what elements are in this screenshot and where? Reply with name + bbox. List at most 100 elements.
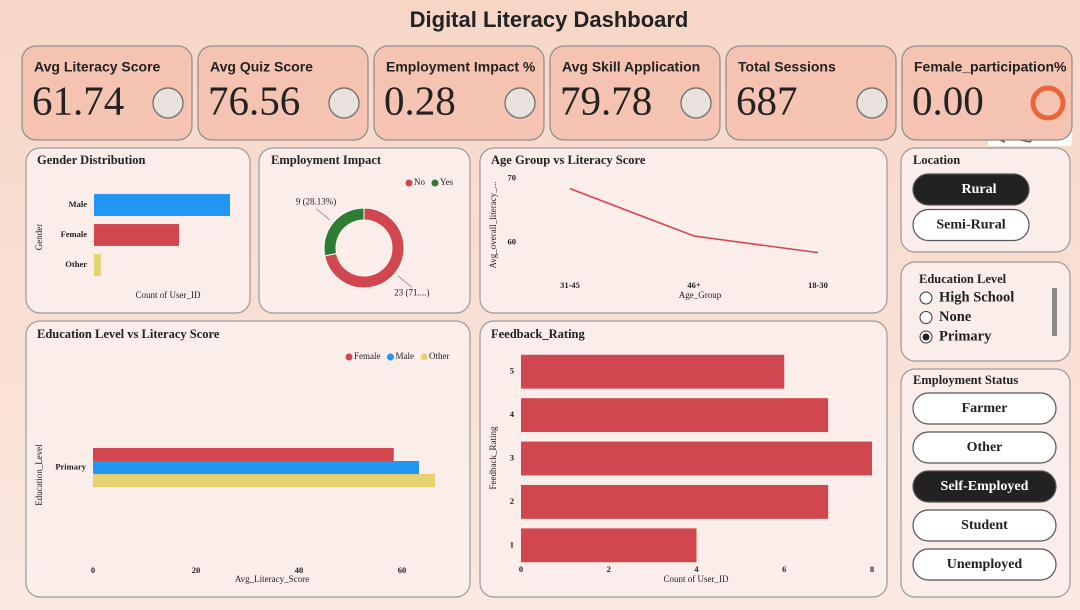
x-axis-label: Age_Group: [679, 290, 722, 300]
y-axis-label: Education_Level: [34, 444, 44, 506]
slicer-button[interactable]: [912, 470, 1057, 503]
kpi-label: Total Sessions: [738, 59, 836, 75]
kpi-value: 79.78: [560, 77, 652, 123]
kpi-card: [197, 45, 369, 141]
x-tick-label: 60: [398, 565, 407, 575]
kpi-icon: [1030, 85, 1066, 121]
y-tick-label: Male: [69, 199, 88, 209]
y-tick-label: 5: [510, 366, 514, 376]
slicer-button[interactable]: [912, 208, 1030, 242]
chart-title: Employment Impact: [271, 153, 382, 167]
y-tick-label: 70: [508, 172, 517, 182]
legend-label: No: [414, 177, 425, 187]
leader-line: [397, 275, 413, 288]
bar: [521, 354, 785, 389]
kpi-card: [21, 45, 193, 141]
radio-button[interactable]: [919, 311, 933, 324]
slicer-item[interactable]: Other: [967, 440, 1003, 455]
legend-swatch: [420, 353, 428, 361]
slicer-item[interactable]: High School: [939, 289, 1014, 305]
x-tick-label: 18-30: [808, 280, 828, 290]
y-axis-label: Avg_overall_literacy_...: [488, 181, 498, 268]
kpi-label: Avg Quiz Score: [210, 59, 313, 75]
legend-swatch: [345, 353, 353, 361]
slicer-item[interactable]: Student: [961, 518, 1008, 533]
legend-swatch: [431, 179, 439, 187]
y-tick-label: Other: [65, 259, 87, 269]
slicer-title: Employment Status: [913, 373, 1018, 387]
panel: [479, 147, 888, 314]
chart-title: Education Level vs Literacy Score: [37, 327, 220, 341]
slicer-item[interactable]: Farmer: [962, 401, 1008, 416]
slicer-title: Education Level: [919, 272, 1007, 286]
chart-title: Gender Distribution: [37, 153, 146, 167]
kpi-label: Avg Skill Application: [562, 59, 700, 75]
x-axis-label: Count of User_ID: [136, 290, 201, 300]
slicer-title: Location: [913, 153, 960, 167]
y-tick-label: Primary: [55, 461, 86, 471]
y-tick-label: 2: [510, 496, 514, 506]
bar: [94, 194, 230, 216]
bar: [521, 528, 697, 563]
legend-swatch: [405, 179, 413, 187]
dashboard-title: Digital Literacy Dashboard: [410, 7, 689, 32]
y-axis-label: Feedback_Rating: [488, 426, 498, 489]
slicer-item[interactable]: Self-Employed: [941, 479, 1029, 494]
x-axis-label: Count of User_ID: [664, 574, 729, 584]
slicer-button[interactable]: [912, 173, 1030, 206]
legend-label: Male: [396, 351, 415, 361]
legend-label: Other: [429, 351, 450, 361]
kpi-card: [725, 45, 897, 141]
slicer-button[interactable]: [912, 548, 1057, 581]
y-tick-label: 1: [510, 539, 514, 549]
x-tick-label: 6: [782, 564, 786, 574]
x-tick-label: 0: [91, 565, 95, 575]
x-tick-label: 20: [192, 565, 201, 575]
bar: [93, 461, 419, 474]
panel: [900, 261, 1071, 362]
x-tick-label: 40: [295, 565, 304, 575]
y-tick-label: 3: [510, 452, 514, 462]
chart-title: Feedback_Rating: [491, 327, 586, 341]
slicer-item[interactable]: Rural: [962, 182, 997, 197]
panel: [258, 147, 471, 314]
kpi-card: [901, 45, 1073, 141]
y-tick-label: 4: [510, 409, 515, 419]
bar: [93, 474, 435, 487]
slicer-item[interactable]: None: [939, 309, 972, 325]
bar: [93, 448, 394, 461]
kpi-icon: [328, 87, 360, 119]
kpi-label: Avg Literacy Score: [34, 59, 161, 75]
kpi-icon: [504, 87, 536, 119]
slicer-item[interactable]: Semi-Rural: [936, 218, 1005, 233]
legend-label: Female: [354, 351, 381, 361]
kpi-card: [549, 45, 721, 141]
x-axis-label: Avg_Literacy_Score: [235, 574, 309, 584]
kpi-icon: [152, 87, 184, 119]
leader-line: [315, 208, 331, 221]
kpi-card: [373, 45, 545, 141]
slicer-button[interactable]: [912, 509, 1057, 542]
radio-button[interactable]: [919, 291, 933, 305]
slicer-item[interactable]: Unemployed: [947, 557, 1023, 572]
kpi-value: 76.56: [208, 77, 300, 123]
legend-label: Yes: [440, 177, 454, 187]
slicer-button[interactable]: [912, 431, 1057, 464]
chart-title: Age Group vs Literacy Score: [491, 153, 646, 167]
x-tick-label: 8: [870, 564, 874, 574]
y-tick-label: 60: [508, 236, 517, 246]
kpi-value: 0.00: [912, 77, 984, 123]
kpi-icon: [680, 87, 712, 119]
bar: [521, 441, 872, 476]
kpi-value: 0.28: [384, 77, 456, 123]
line: [569, 187, 819, 254]
slicer-button[interactable]: [912, 392, 1057, 425]
kpi-label: Employment Impact %: [386, 59, 536, 75]
bar: [94, 254, 101, 276]
bar: [94, 224, 179, 246]
bar: [521, 484, 829, 519]
radio-dot: [922, 333, 930, 341]
slicer-item[interactable]: Primary: [939, 328, 992, 344]
x-tick-label: 4: [694, 564, 699, 574]
